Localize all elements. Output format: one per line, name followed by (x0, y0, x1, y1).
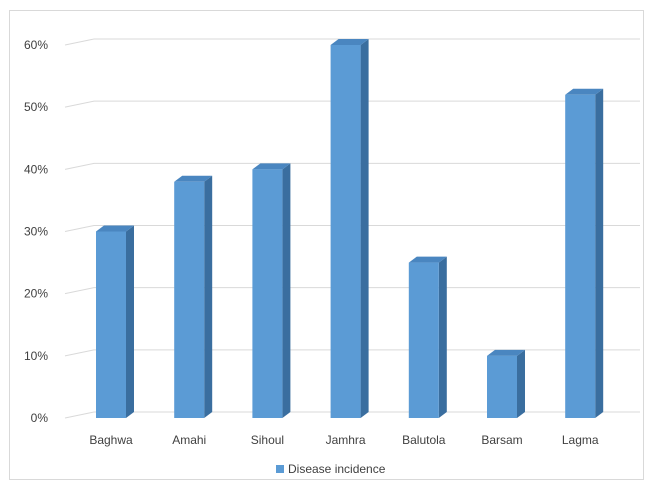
bar-top (330, 39, 369, 45)
bar-top (408, 256, 447, 263)
bar-top (487, 349, 525, 356)
bar (330, 39, 369, 418)
gridline (64, 287, 640, 295)
y-tick-label: 30% (24, 225, 48, 239)
bars (96, 39, 604, 418)
bar-top (252, 163, 291, 170)
gridline (64, 162, 640, 170)
bar-top (174, 175, 213, 182)
bar-top (96, 225, 134, 232)
bar-front (252, 169, 283, 418)
x-tick-label: Jamhra (326, 433, 366, 447)
bar-side (360, 39, 369, 418)
bar-side (282, 163, 291, 418)
y-tick-label: 50% (24, 100, 48, 114)
y-tick-label: 10% (24, 349, 48, 363)
bar (565, 88, 604, 418)
x-tick-label: Sihoul (251, 433, 284, 447)
y-tick-label: 60% (24, 38, 48, 52)
bar-side (204, 175, 213, 418)
bar (96, 225, 134, 418)
gridline (64, 100, 640, 108)
bar-front (565, 94, 596, 418)
x-tick-label: Balutola (402, 433, 446, 447)
x-axis-ticks: Baghwa Amahi Sihoul Jamhra Balutola Barsam Lag… (89, 433, 599, 447)
bar-front (487, 355, 517, 418)
bar (408, 256, 447, 418)
bar-side (126, 225, 134, 418)
gridline (64, 225, 640, 232)
y-tick-label: 40% (24, 162, 48, 176)
bar (174, 175, 213, 418)
bar-side (595, 88, 604, 418)
x-tick-label: Baghwa (89, 433, 133, 447)
legend: Disease incidence (276, 462, 386, 476)
bar-side (438, 256, 447, 418)
bar-top (565, 88, 604, 95)
bar-front (330, 45, 361, 418)
y-tick-label: 0% (31, 411, 49, 425)
legend-swatch (276, 465, 284, 473)
bar-side (517, 349, 525, 418)
bar-front (174, 181, 205, 418)
bar (487, 349, 525, 418)
x-tick-label: Barsam (481, 433, 522, 447)
grid-layer (64, 38, 640, 419)
x-tick-label: Amahi (172, 433, 206, 447)
y-tick-label: 20% (24, 287, 48, 301)
x-tick-label: Lagma (562, 433, 599, 447)
gridline (64, 38, 640, 46)
gridline (64, 411, 640, 419)
y-axis-ticks: 0% 10% 20% 30% 40% 50% 60% (24, 38, 48, 425)
bar (252, 163, 291, 418)
bar-front (408, 262, 439, 418)
legend-label: Disease incidence (288, 462, 386, 476)
bar-front (96, 231, 126, 418)
gridline (64, 349, 640, 357)
